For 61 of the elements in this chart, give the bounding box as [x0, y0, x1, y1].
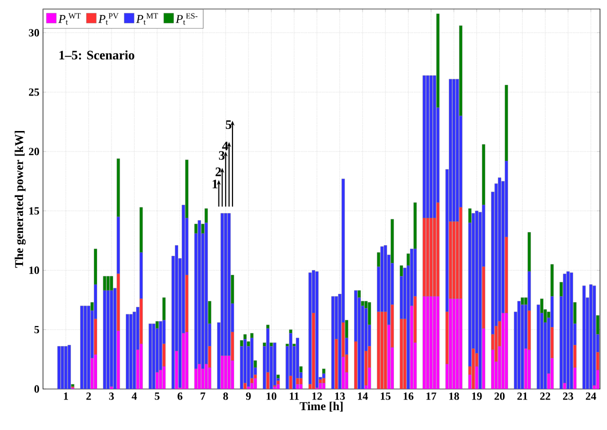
x-tick-label: 1 [64, 392, 68, 400]
x-tick-label: 19 [472, 392, 482, 400]
x-tick-label: 17 [426, 392, 436, 400]
y-tick-label: 25 [28, 88, 40, 96]
bar [87, 306, 90, 390]
x-tick-label: 12 [312, 392, 322, 400]
x-tick-label: 4 [132, 392, 137, 400]
bar [68, 344, 71, 390]
bar [64, 346, 68, 390]
y-tick-label: 10 [29, 266, 40, 274]
bar [129, 314, 132, 390]
bar [315, 271, 319, 388]
bar [273, 342, 276, 386]
x-tick-label: 6 [178, 392, 182, 400]
x-tick-label: 18 [449, 392, 460, 400]
x-tick-label: 13 [335, 392, 345, 400]
x-tick-label: 5 [154, 392, 160, 400]
bar [592, 286, 596, 386]
x-tick-label: 21 [517, 392, 528, 400]
y-tick-label: 15 [29, 207, 40, 215]
bar [57, 346, 61, 390]
y-tick-label: 20 [28, 148, 40, 156]
bar [84, 306, 87, 390]
x-tick-label: 15 [380, 392, 390, 400]
y-tick-label: 0 [34, 385, 40, 393]
annotation: 1–5: Scenario [60, 50, 134, 60]
x-tick-label: 7 [200, 392, 206, 400]
x-tick-label: 11 [290, 392, 299, 400]
bar [60, 346, 64, 390]
bar [80, 306, 84, 390]
annotation: 4 [222, 142, 228, 150]
annotation: 3 [218, 151, 224, 160]
bar [582, 286, 586, 390]
x-axis-title: Time [h] [300, 402, 343, 412]
x-tick-label: 20 [494, 392, 505, 400]
bar [126, 314, 130, 390]
x-tick-label: 24 [586, 392, 596, 400]
bar [254, 378, 257, 390]
x-tick-label: 8 [223, 392, 228, 400]
x-tick-label: 16 [404, 392, 414, 400]
bar [148, 324, 152, 390]
annotation: 2 [216, 168, 221, 176]
annotation: 1 [212, 180, 218, 188]
bar [517, 301, 521, 390]
x-tick-label: 2 [86, 392, 91, 400]
x-tick-label: 10 [266, 392, 276, 400]
bar [570, 272, 574, 390]
x-tick-label: 14 [358, 392, 368, 400]
x-tick-label: 23 [563, 392, 574, 400]
bar [589, 284, 592, 390]
y-axis-title: The generated power [kW] [14, 130, 26, 268]
y-tick-label: 30 [28, 29, 40, 36]
y-tick-label: 5 [34, 326, 40, 334]
bar [331, 296, 334, 390]
x-tick-label: 9 [246, 392, 251, 400]
annotation: 5 [226, 120, 232, 129]
bar [152, 324, 156, 390]
bar [322, 368, 326, 374]
x-tick-label: 22 [540, 392, 550, 400]
bar [566, 271, 570, 390]
x-tick-label: 3 [109, 392, 114, 400]
